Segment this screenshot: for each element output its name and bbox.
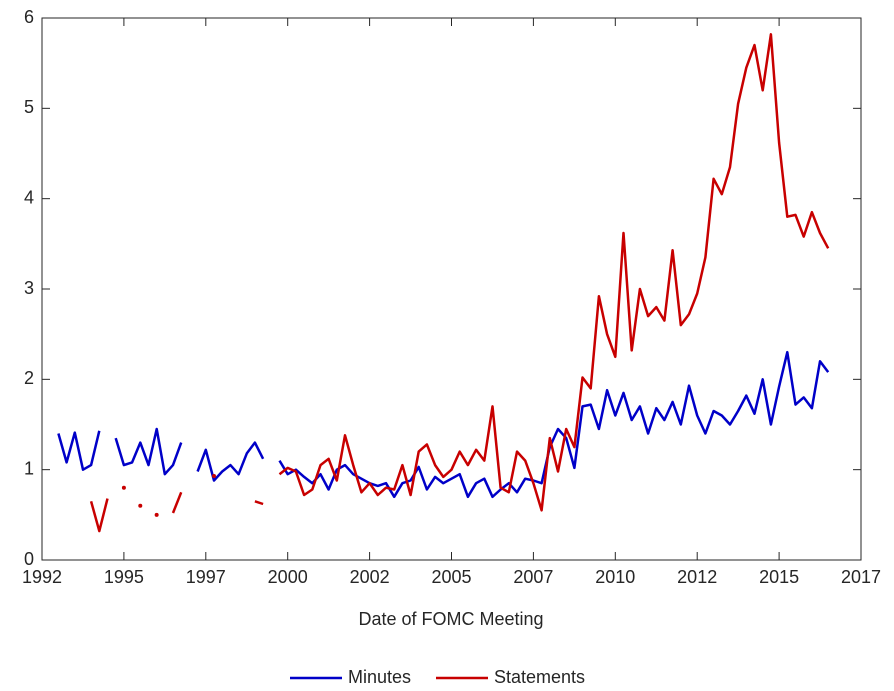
line-point [121, 485, 126, 490]
x-tick-label: 2012 [677, 567, 717, 587]
x-tick-label: 2000 [268, 567, 308, 587]
x-tick-label: 1997 [186, 567, 226, 587]
legend-label: Statements [494, 667, 585, 686]
x-tick-label: 2005 [431, 567, 471, 587]
legend-label: Minutes [348, 667, 411, 686]
line-series [254, 500, 264, 506]
x-tick-label: 2007 [513, 567, 553, 587]
line-series [114, 427, 183, 476]
y-tick-label: 6 [24, 7, 34, 27]
line-series [278, 33, 830, 512]
x-tick-label: 2010 [595, 567, 635, 587]
y-tick-label: 1 [24, 458, 34, 478]
x-axis-label: Date of FOMC Meeting [358, 609, 543, 629]
y-tick-label: 2 [24, 368, 34, 388]
y-tick-label: 4 [24, 187, 34, 207]
y-tick-label: 0 [24, 549, 34, 569]
line-point [154, 512, 159, 517]
x-tick-label: 2002 [350, 567, 390, 587]
line-series [57, 430, 101, 471]
x-tick-label: 2017 [841, 567, 881, 587]
x-tick-label: 1995 [104, 567, 144, 587]
line-series [196, 441, 265, 482]
y-tick-label: 3 [24, 278, 34, 298]
x-tick-label: 1992 [22, 567, 62, 587]
line-point [138, 503, 143, 508]
y-tick-label: 5 [24, 97, 34, 117]
line-series [89, 498, 109, 533]
line-point [211, 473, 216, 478]
line-series [171, 491, 183, 514]
x-tick-label: 2015 [759, 567, 799, 587]
